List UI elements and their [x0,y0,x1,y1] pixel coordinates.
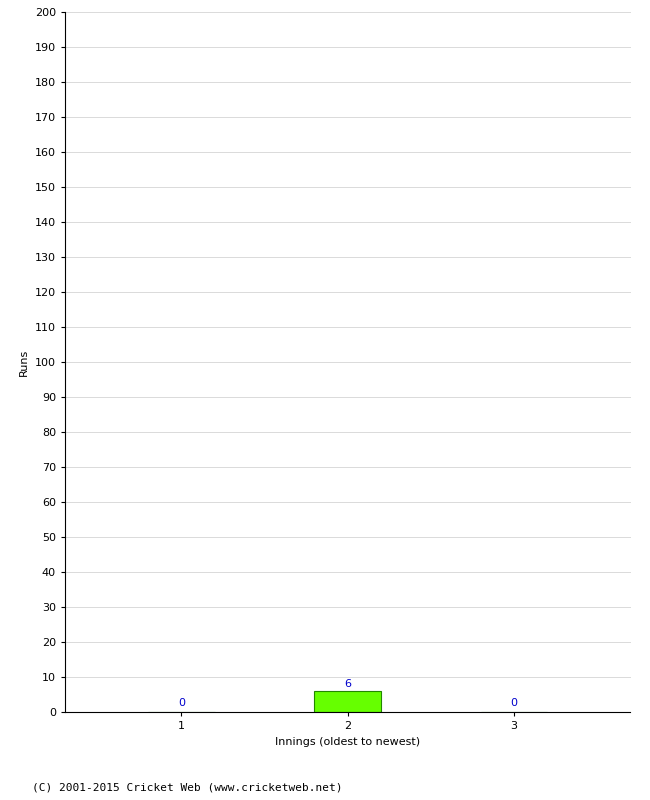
Text: (C) 2001-2015 Cricket Web (www.cricketweb.net): (C) 2001-2015 Cricket Web (www.cricketwe… [32,782,343,792]
X-axis label: Innings (oldest to newest): Innings (oldest to newest) [275,737,421,746]
Text: 0: 0 [178,698,185,708]
Text: 6: 6 [344,679,351,690]
Text: 0: 0 [510,698,517,708]
Bar [315,691,381,712]
Y-axis label: Runs: Runs [20,348,29,376]
